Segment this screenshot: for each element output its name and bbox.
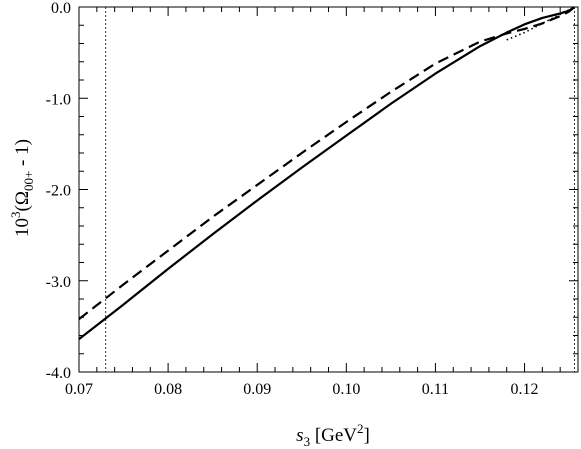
- x-tick-label: 0.10: [332, 381, 360, 398]
- reference-lines: [105, 7, 575, 372]
- x-tick-label: 0.09: [243, 381, 271, 398]
- series-dashed-line: [78, 6, 576, 320]
- x-tick-label: 0.11: [422, 381, 449, 398]
- x-axis-label-sup: 2: [357, 421, 364, 436]
- y-axis-label-suffix: - 1): [12, 139, 33, 171]
- minor-ticks: [79, 7, 579, 372]
- y-tick-label: -4.0: [46, 365, 71, 382]
- y-tick-label: 0.0: [51, 0, 71, 17]
- major-ticks: [78, 6, 578, 373]
- series-solid-line: [78, 6, 576, 341]
- y-axis-label-sub: 00+: [21, 171, 36, 191]
- x-tick-label: 0.12: [511, 381, 539, 398]
- x-axis-label-unit: [GeV: [310, 425, 357, 446]
- y-tick-label: -2.0: [46, 183, 71, 200]
- series-layer: [78, 6, 576, 341]
- y-axis-label-sup: 3: [8, 211, 23, 218]
- y-axis-label-prefix: 10: [12, 218, 33, 237]
- x-axis-label-close: ]: [364, 425, 370, 446]
- x-tick-label: 0.07: [65, 381, 93, 398]
- x-tick-labels: 0.07 0.08 0.09 0.10 0.11 0.12: [65, 381, 539, 398]
- x-axis-label-sub: 3: [304, 434, 311, 449]
- x-tick-label: 0.08: [154, 381, 182, 398]
- plot-frame: [78, 6, 579, 373]
- y-tick-label: -3.0: [46, 274, 71, 291]
- y-tick-label: -1.0: [46, 91, 71, 108]
- y-axis-label-mid: (Ω: [12, 191, 33, 211]
- x-axis-label: s3 [GeV2]: [296, 421, 370, 449]
- y-axis-label: 103(Ω00+ - 1): [8, 139, 36, 237]
- y-tick-labels: 0.0 -1.0 -2.0 -3.0 -4.0: [46, 0, 71, 382]
- x-axis-label-base: s: [296, 425, 303, 446]
